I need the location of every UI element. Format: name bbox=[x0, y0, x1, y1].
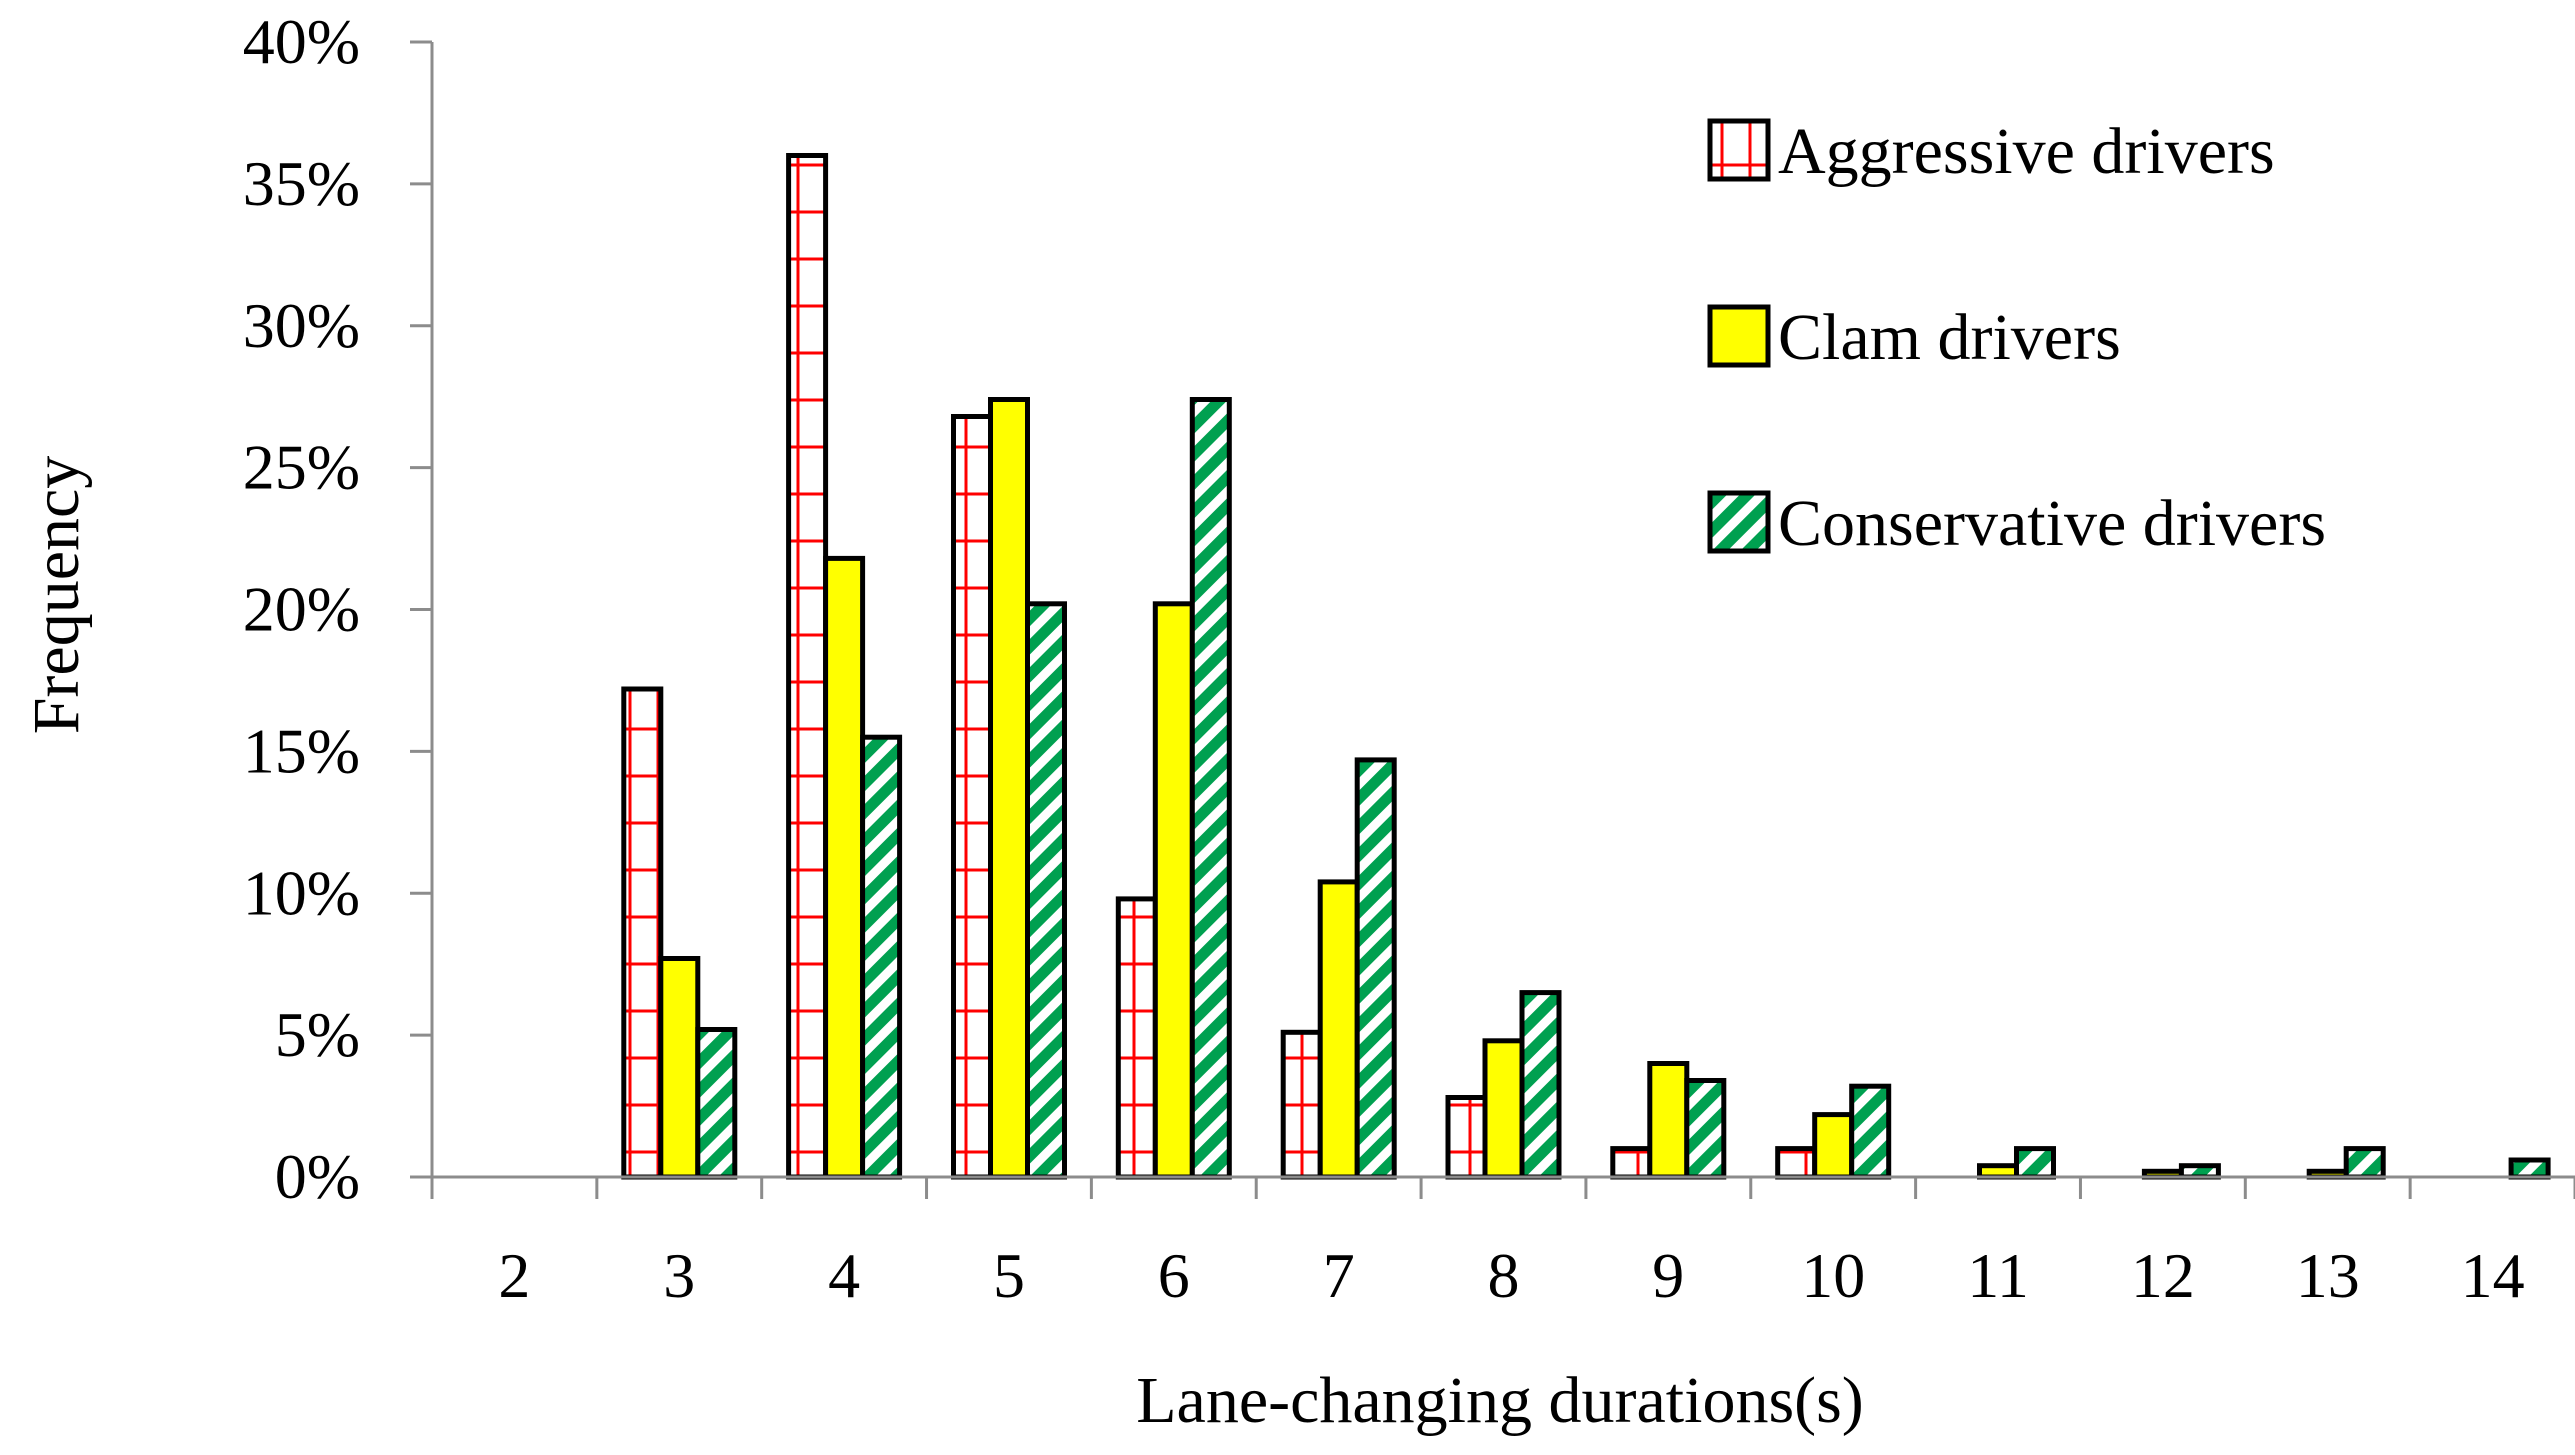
x-tick-label: 13 bbox=[2296, 1240, 2360, 1311]
x-ticks-layer: 2 3 4 5 6 7 8 9 10 11 12 13 14 bbox=[430, 1177, 2575, 1311]
bar-conservative-drivers-4 bbox=[860, 734, 903, 1180]
x-tick-label: 12 bbox=[2131, 1240, 2195, 1311]
bar-aggressive-drivers-7 bbox=[1280, 1029, 1323, 1180]
legend-label: Aggressive drivers bbox=[1778, 115, 2275, 188]
bar-clam-drivers-11 bbox=[1977, 1163, 2019, 1180]
bar-clam-drivers-3 bbox=[658, 956, 701, 1180]
y-tick-label: 30% bbox=[243, 290, 360, 361]
bar-conservative-drivers-13 bbox=[2343, 1146, 2386, 1180]
y-ticks-layer: 0% 5% 10% 15% 20% 25% 30% 35% 40% bbox=[243, 6, 432, 1212]
bar-aggressive-drivers-6 bbox=[1115, 896, 1158, 1180]
y-tick-label: 10% bbox=[243, 857, 360, 928]
bar-aggressive-drivers-10 bbox=[1775, 1146, 1818, 1180]
bar-conservative-drivers-6 bbox=[1189, 397, 1232, 1180]
y-tick-label: 5% bbox=[275, 999, 360, 1070]
x-tick-label: 5 bbox=[993, 1240, 1025, 1311]
bar-clam-drivers-4 bbox=[823, 555, 866, 1180]
bar-conservative-drivers-5 bbox=[1025, 601, 1067, 1180]
y-tick-label: 35% bbox=[243, 148, 360, 219]
bar-conservative-drivers-11 bbox=[2014, 1146, 2056, 1180]
y-tick-label: 40% bbox=[243, 6, 360, 77]
bar-conservative-drivers-10 bbox=[1849, 1083, 1892, 1180]
bar-aggressive-drivers-4 bbox=[786, 153, 829, 1180]
x-tick-label: 14 bbox=[2461, 1240, 2525, 1311]
bar-clam-drivers-5 bbox=[988, 397, 1030, 1180]
legend-label: Clam drivers bbox=[1778, 301, 2121, 374]
legend-swatch-conservative-drivers bbox=[1707, 490, 1771, 554]
legend-swatch-clam-drivers bbox=[1707, 304, 1771, 368]
x-tick-label: 4 bbox=[828, 1240, 860, 1311]
y-axis-title: Frequency bbox=[20, 456, 93, 735]
x-tick-label: 7 bbox=[1323, 1240, 1355, 1311]
bar-aggressive-drivers-5 bbox=[951, 414, 993, 1180]
bar-aggressive-drivers-3 bbox=[621, 686, 664, 1180]
x-tick-label: 2 bbox=[498, 1240, 530, 1311]
bar-aggressive-drivers-9 bbox=[1610, 1146, 1653, 1180]
bar-conservative-drivers-9 bbox=[1684, 1078, 1727, 1180]
x-axis-title: Lane-changing durations(s) bbox=[1136, 1364, 1864, 1437]
bar-clam-drivers-6 bbox=[1152, 601, 1195, 1180]
bar-conservative-drivers-12 bbox=[2178, 1163, 2221, 1180]
bar-conservative-drivers-3 bbox=[695, 1027, 738, 1180]
bar-clam-drivers-9 bbox=[1647, 1061, 1690, 1180]
y-tick-label: 25% bbox=[243, 432, 360, 503]
x-tick-label: 10 bbox=[1801, 1240, 1865, 1311]
y-tick-label: 20% bbox=[243, 574, 360, 645]
x-tick-label: 11 bbox=[1967, 1240, 2029, 1311]
legend-label: Conservative drivers bbox=[1778, 487, 2326, 560]
bar-clam-drivers-7 bbox=[1317, 879, 1360, 1180]
y-tick-label: 15% bbox=[243, 715, 360, 786]
bar-clam-drivers-10 bbox=[1812, 1112, 1855, 1180]
bar-clam-drivers-8 bbox=[1482, 1038, 1525, 1180]
bar-conservative-drivers-14 bbox=[2508, 1157, 2551, 1180]
bars-layer bbox=[621, 153, 2551, 1180]
x-tick-label: 6 bbox=[1158, 1240, 1190, 1311]
bar-conservative-drivers-8 bbox=[1519, 990, 1562, 1180]
x-tick-label: 8 bbox=[1488, 1240, 1520, 1311]
bar-conservative-drivers-7 bbox=[1354, 757, 1397, 1180]
legend-swatch-aggressive-drivers bbox=[1707, 118, 1771, 182]
x-tick-label: 3 bbox=[663, 1240, 695, 1311]
y-tick-label: 0% bbox=[275, 1141, 360, 1212]
x-tick-label: 9 bbox=[1652, 1240, 1684, 1311]
bar-aggressive-drivers-8 bbox=[1445, 1095, 1488, 1180]
legend: Aggressive drivers Clam drivers Conservati… bbox=[1707, 115, 2326, 560]
